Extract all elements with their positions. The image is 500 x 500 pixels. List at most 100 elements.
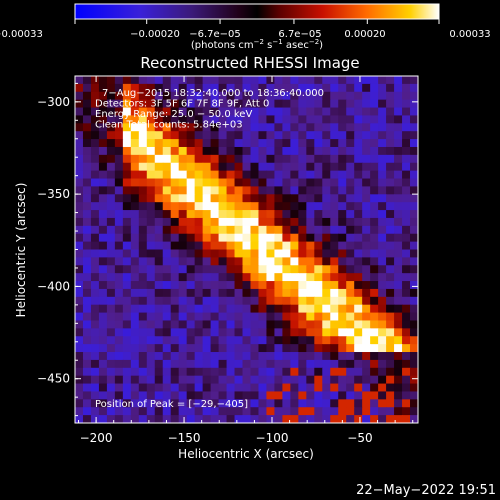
heatmap-pixel bbox=[90, 91, 100, 101]
heatmap-pixel bbox=[394, 257, 403, 266]
heatmap-pixel bbox=[154, 352, 164, 361]
heatmap-pixel bbox=[410, 415, 418, 423]
heatmap-pixel bbox=[178, 257, 188, 266]
heatmap-pixel bbox=[386, 194, 395, 203]
heatmap-pixel bbox=[186, 225, 196, 235]
heatmap-pixel bbox=[282, 288, 291, 298]
heatmap-pixel bbox=[138, 123, 148, 132]
heatmap-pixel bbox=[90, 241, 100, 251]
heatmap-pixel bbox=[402, 202, 411, 211]
heatmap-pixel bbox=[106, 399, 116, 408]
heatmap-pixel bbox=[362, 399, 371, 408]
heatmap-pixel bbox=[266, 336, 276, 345]
heatmap-pixel bbox=[370, 76, 379, 85]
heatmap-pixel bbox=[162, 186, 172, 195]
heatmap-pixel bbox=[226, 241, 236, 251]
heatmap-pixel bbox=[154, 375, 164, 385]
heatmap-pixel bbox=[218, 320, 228, 329]
heatmap-pixel bbox=[354, 162, 363, 172]
heatmap-pixel bbox=[122, 233, 132, 243]
heatmap-pixel bbox=[138, 99, 148, 109]
heatmap-pixel bbox=[330, 115, 339, 124]
heatmap-pixel bbox=[386, 123, 395, 132]
heatmap-pixel bbox=[154, 91, 164, 101]
heatmap-pixel bbox=[282, 273, 291, 282]
heatmap-pixel bbox=[378, 107, 387, 117]
heatmap-pixel bbox=[266, 304, 276, 314]
heatmap-pixel bbox=[106, 194, 116, 203]
heatmap-pixel bbox=[234, 107, 244, 117]
heatmap-pixel bbox=[378, 217, 387, 227]
heatmap-pixel bbox=[242, 328, 252, 337]
heatmap-pixel bbox=[402, 257, 411, 266]
heatmap-pixel bbox=[386, 352, 395, 361]
heatmap-pixel bbox=[210, 170, 220, 180]
heatmap-pixel bbox=[130, 375, 140, 385]
heatmap-pixel bbox=[186, 107, 196, 117]
heatmap-pixel bbox=[218, 210, 228, 219]
heatmap-pixel bbox=[122, 210, 132, 219]
heatmap-pixel bbox=[234, 415, 244, 423]
heatmap-pixel bbox=[346, 415, 355, 423]
heatmap-pixel bbox=[410, 233, 418, 243]
heatmap-pixel bbox=[346, 296, 355, 306]
heatmap-pixel bbox=[378, 352, 387, 361]
heatmap-pixel bbox=[154, 257, 164, 266]
heatmap-pixel bbox=[234, 233, 244, 243]
heatmap-pixel bbox=[170, 99, 180, 109]
heatmap-pixel bbox=[154, 407, 164, 416]
heatmap-pixel bbox=[322, 210, 331, 219]
heatmap-pixel bbox=[330, 194, 339, 203]
heatmap-pixel bbox=[338, 304, 347, 314]
heatmap-pixel bbox=[82, 304, 92, 314]
heatmap-pixel bbox=[162, 399, 172, 408]
heatmap-pixel bbox=[338, 217, 347, 227]
heatmap-pixel bbox=[242, 304, 252, 314]
heatmap-pixel bbox=[122, 186, 132, 195]
heatmap-pixel bbox=[258, 383, 268, 393]
heatmap-pixel bbox=[338, 162, 347, 172]
heatmap-pixel bbox=[298, 154, 307, 164]
heatmap-pixel bbox=[266, 296, 276, 306]
heatmap-pixel bbox=[410, 383, 418, 393]
heatmap-pixel bbox=[274, 367, 283, 377]
heatmap-pixel bbox=[138, 359, 148, 369]
heatmap-pixel bbox=[90, 391, 100, 400]
heatmap-pixel bbox=[346, 312, 355, 322]
heatmap-pixel bbox=[75, 281, 84, 290]
heatmap-pixel bbox=[138, 320, 148, 329]
heatmap-pixel bbox=[330, 359, 339, 369]
heatmap-pixel bbox=[178, 210, 188, 219]
heatmap-pixel bbox=[138, 210, 148, 219]
heatmap-pixel bbox=[266, 383, 276, 393]
heatmap-pixel bbox=[330, 99, 339, 109]
heatmap-pixel bbox=[346, 281, 355, 290]
heatmap-pixel bbox=[82, 123, 92, 132]
heatmap-pixel bbox=[234, 154, 244, 164]
heatmap-pixel bbox=[178, 359, 188, 369]
heatmap-pixel bbox=[322, 265, 331, 274]
heatmap-pixel bbox=[242, 336, 252, 345]
heatmap-pixel bbox=[346, 391, 355, 400]
heatmap-pixel bbox=[378, 186, 387, 195]
heatmap-pixel bbox=[106, 202, 116, 211]
heatmap-pixel bbox=[130, 336, 140, 345]
heatmap-pixel bbox=[75, 83, 84, 93]
heatmap-pixel bbox=[362, 146, 371, 156]
colorbar-tick-label: −6.7e−05 bbox=[189, 29, 241, 40]
heatmap-pixel bbox=[122, 320, 132, 329]
heatmap-pixel bbox=[354, 83, 363, 93]
heatmap-pixel bbox=[154, 146, 164, 156]
heatmap-pixel bbox=[330, 202, 339, 211]
heatmap-pixel bbox=[306, 91, 315, 101]
heatmap-pixel bbox=[210, 415, 220, 423]
heatmap-pixel bbox=[98, 217, 108, 227]
heatmap-pixel bbox=[338, 170, 347, 180]
heatmap-pixel bbox=[394, 375, 403, 385]
heatmap-pixel bbox=[282, 76, 291, 85]
heatmap-pixel bbox=[106, 391, 116, 400]
heatmap-pixel bbox=[394, 320, 403, 329]
heatmap-pixel bbox=[210, 107, 220, 117]
heatmap-pixel bbox=[114, 359, 124, 369]
heatmap-pixel bbox=[330, 296, 339, 306]
